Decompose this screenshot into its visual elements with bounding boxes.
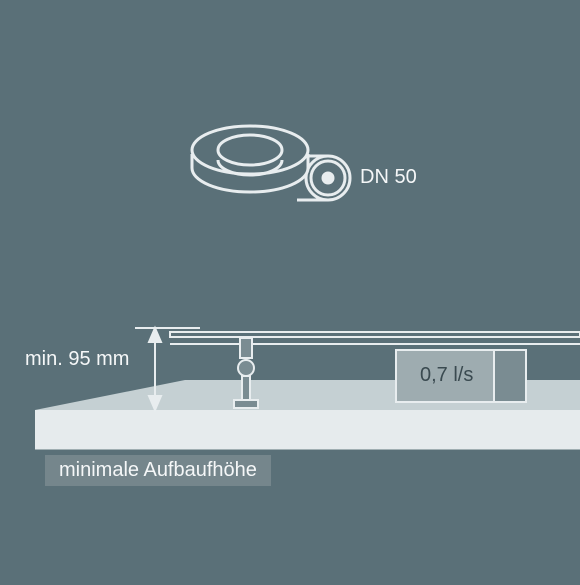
height-label: min. 95 mm [25, 348, 129, 371]
drain-flange [192, 126, 308, 192]
flow-rate-label: 0,7 l/s [420, 364, 473, 387]
drain-channel [170, 332, 580, 337]
diagram-svg [0, 0, 580, 580]
caption: minimale Aufbaufhöhe [45, 455, 271, 486]
cross-section [35, 328, 580, 450]
drain-fitting [192, 126, 350, 200]
drain-size-label: DN 50 [360, 166, 417, 189]
floor-base [35, 410, 580, 450]
